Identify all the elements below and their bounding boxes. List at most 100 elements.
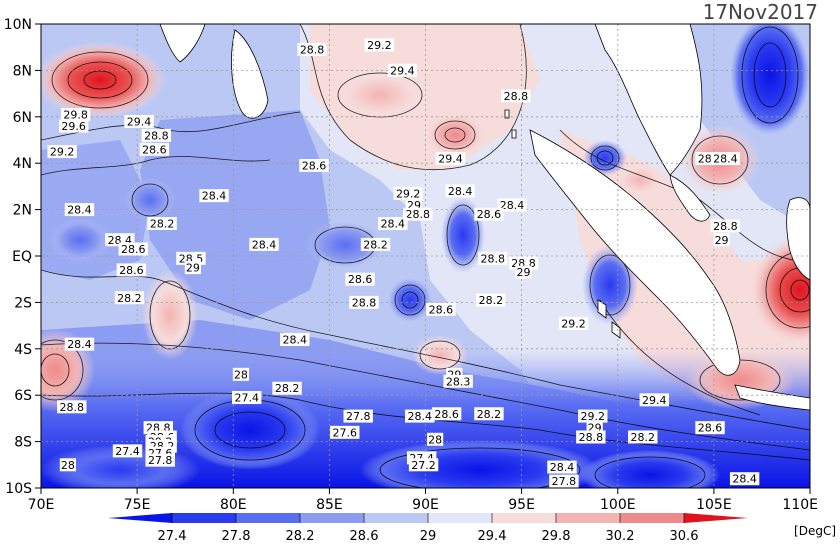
contour-label: 28.8 bbox=[141, 128, 172, 142]
contour-label: 28.8 bbox=[478, 251, 508, 265]
contour-label: 28.8 bbox=[57, 400, 87, 414]
contour-label-text: 29.4 bbox=[127, 115, 152, 128]
contour-label: 28.2 bbox=[272, 381, 302, 395]
contour-label-text: 29.2 bbox=[367, 39, 392, 52]
contour-label-bg bbox=[116, 263, 147, 277]
contour-label-text: 29.2 bbox=[561, 317, 586, 330]
colorbar-label: 29.4 bbox=[478, 529, 507, 544]
contour-label-bg bbox=[360, 237, 391, 251]
contour-label-text: 28.8 bbox=[579, 431, 604, 444]
contour-label: 28.2 bbox=[114, 291, 145, 305]
lon-label: 90E bbox=[412, 497, 439, 513]
contour-label-text: 28.6 bbox=[477, 208, 502, 221]
contour-label-bg bbox=[474, 207, 504, 221]
borneo-land bbox=[786, 197, 810, 281]
contour-label-bg bbox=[426, 302, 456, 316]
contour-label-bg bbox=[576, 430, 606, 444]
contour-label-text: 28.4 bbox=[252, 238, 277, 251]
contour-label: 28.6 bbox=[118, 242, 148, 256]
colorbar-segment bbox=[364, 513, 428, 523]
contour-label: 28.6 bbox=[139, 142, 170, 156]
contour-label: 29.4 bbox=[639, 393, 669, 407]
contour-label: 27.8 bbox=[343, 409, 373, 423]
contour-label-bg bbox=[474, 407, 504, 421]
colorbar-over-arrow bbox=[684, 513, 748, 523]
lat-label: 8S bbox=[14, 435, 32, 451]
contour-label-text: 28.2 bbox=[150, 218, 175, 231]
contour-label: 29 bbox=[515, 265, 532, 279]
contour-label-bg bbox=[64, 337, 95, 351]
lat-label: 2N bbox=[13, 203, 32, 219]
contour-label: 28.4 bbox=[710, 152, 741, 166]
contour-label-text: 28.6 bbox=[119, 264, 144, 277]
contour-label-bg bbox=[272, 381, 302, 395]
contour-label-bg bbox=[345, 272, 375, 286]
contour-label-text: 28.2 bbox=[477, 408, 502, 421]
contour-label: 28.6 bbox=[474, 207, 504, 221]
contour-label-text: 28.6 bbox=[142, 143, 167, 156]
contour-label-bg bbox=[141, 128, 172, 142]
contour-label-bg bbox=[343, 409, 373, 423]
lon-label: 80E bbox=[220, 497, 247, 513]
contour-label-bg bbox=[114, 291, 145, 305]
contour-label-text: 28.6 bbox=[302, 160, 327, 173]
contour-label-text: 28.4 bbox=[381, 218, 406, 231]
lat-label: 10N bbox=[4, 17, 32, 33]
malaysia-land bbox=[669, 174, 711, 222]
contour-label: 27.4 bbox=[232, 391, 262, 405]
contour-label: 28.4 bbox=[378, 217, 408, 231]
lat-label: 10S bbox=[5, 481, 32, 497]
contour-label: 29 bbox=[713, 233, 730, 247]
contour-label-text: 27.8 bbox=[148, 454, 173, 467]
contour-label: 28 bbox=[59, 458, 77, 472]
contour-label: 28.6 bbox=[431, 407, 462, 421]
contour-label-text: 28.8 bbox=[406, 208, 431, 221]
units-label: [DegC] bbox=[794, 524, 836, 538]
contour-label-bg bbox=[578, 409, 608, 423]
contour-label: 28.6 bbox=[345, 272, 375, 286]
contour-label: 28 bbox=[427, 432, 444, 446]
contour-label: 29.8 bbox=[60, 107, 91, 121]
contour-label-bg bbox=[330, 425, 360, 439]
contour-label-bg bbox=[476, 293, 506, 307]
contour-label-text: 27.8 bbox=[346, 410, 371, 423]
contour-label-text: 29 bbox=[186, 262, 200, 275]
lon-label: 85E bbox=[316, 497, 343, 513]
sri-lanka-land bbox=[231, 29, 269, 119]
contour-label: 28.2 bbox=[360, 237, 391, 251]
contour-label-bg bbox=[710, 152, 741, 166]
contour-label: 28.4 bbox=[64, 203, 95, 217]
contour-label: 27.2 bbox=[408, 458, 439, 472]
lon-label: 110E bbox=[782, 497, 818, 513]
colorbar-label: 29 bbox=[420, 529, 437, 544]
contour-label-text: 29 bbox=[715, 234, 729, 247]
contour-label-text: 27.4 bbox=[115, 445, 140, 458]
contour-label: 28.4 bbox=[729, 472, 760, 486]
contour-label: 28.4 bbox=[280, 333, 310, 347]
contour-label-text: 29.8 bbox=[63, 108, 88, 121]
contour-label: 28.8 bbox=[403, 207, 433, 221]
contour-label-text: 28.6 bbox=[348, 273, 373, 286]
contour-label-bg bbox=[112, 444, 143, 458]
contour-label-text: 28.4 bbox=[448, 185, 473, 198]
contour-label-bg bbox=[47, 145, 77, 159]
contour-label-bg bbox=[118, 242, 148, 256]
contour-label-bg bbox=[445, 184, 475, 198]
contour-label: 29 bbox=[184, 261, 201, 275]
contour-label: 28.6 bbox=[116, 263, 147, 277]
land-masses bbox=[159, 24, 810, 411]
contour-label-text: 28.8 bbox=[352, 296, 377, 309]
contour-label: 28.6 bbox=[695, 421, 725, 435]
contour-label-text: 28.2 bbox=[630, 431, 655, 444]
contour-label-bg bbox=[249, 237, 279, 251]
lat-label: 6S bbox=[14, 388, 32, 404]
contour-label-bg bbox=[60, 107, 91, 121]
contour-label-bg bbox=[639, 393, 669, 407]
graticule bbox=[41, 24, 810, 488]
contour-label: 29.2 bbox=[558, 316, 589, 330]
contour-label-bg bbox=[349, 295, 379, 309]
contour-label-bg bbox=[710, 219, 741, 233]
contour-label: 28.8 bbox=[576, 430, 606, 444]
contour-label-text: 28.8 bbox=[713, 220, 738, 233]
contour-label-text: 29.4 bbox=[642, 394, 667, 407]
